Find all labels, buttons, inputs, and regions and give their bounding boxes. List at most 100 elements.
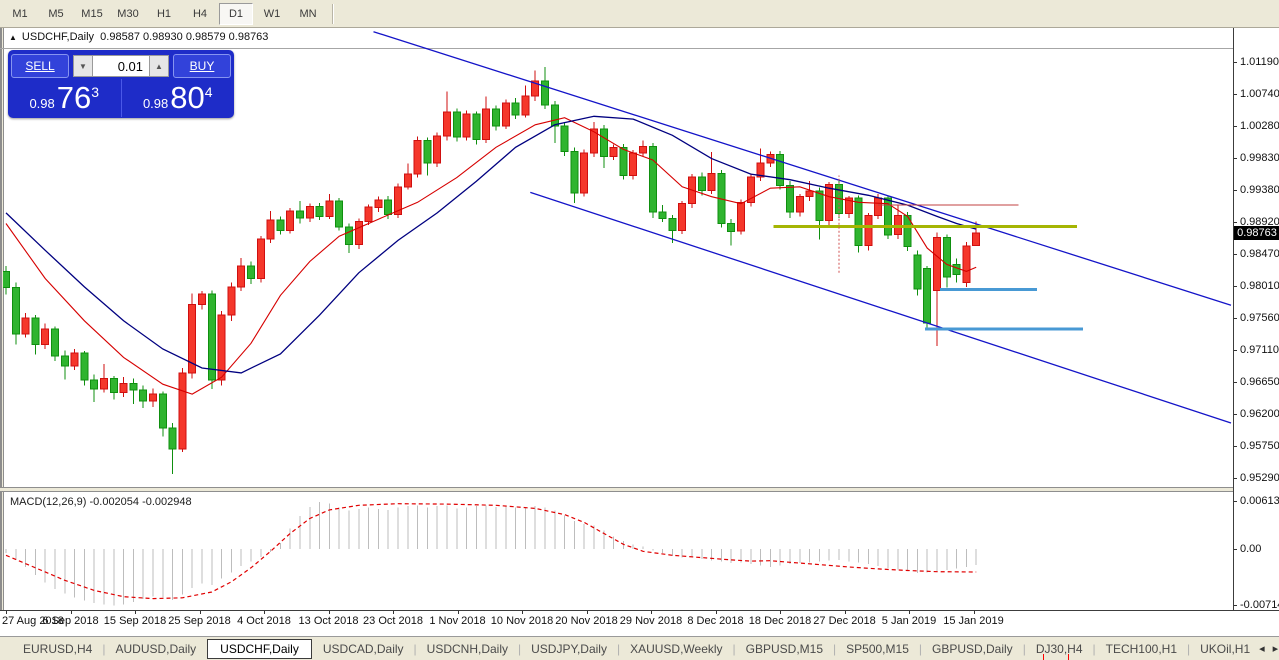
- chart-tab-sp500-m15[interactable]: SP500,M15: [846, 641, 909, 656]
- price-tick-label: 1.00740: [1240, 87, 1279, 100]
- sell-button[interactable]: SELL: [11, 54, 69, 78]
- chart-tab-eurusd-h4[interactable]: EURUSD,H4: [23, 641, 93, 656]
- one-click-trading-panel: SELL ▼ 0.01 ▲ BUY 0.98 76 3 0.98 80 4: [8, 50, 234, 118]
- price-tick-label: 0.98920: [1240, 216, 1279, 229]
- chart-tab-gbpusd-m15[interactable]: GBPUSD,M15: [745, 641, 824, 656]
- timeframe-button-m5[interactable]: M5: [48, 7, 64, 20]
- date-tick-mark: [651, 611, 652, 614]
- date-tick-mark: [844, 611, 846, 614]
- chart-tab-dj30-h4[interactable]: DJ30,H4: [1027, 640, 1092, 660]
- chart-tab-tech100-h1[interactable]: TECH100,H1: [1105, 641, 1177, 656]
- date-tick-mark: [715, 611, 717, 614]
- ask-price-big: 80: [170, 80, 205, 115]
- volume-input[interactable]: 0.01: [93, 55, 149, 77]
- chart-tab-audusd-daily[interactable]: AUDUSD,Daily: [115, 641, 197, 656]
- date-tick-mark: [457, 611, 459, 614]
- price-tick-mark: [1234, 286, 1237, 288]
- date-tick-label: 1 Nov 2018: [429, 615, 486, 627]
- chart-tab-usdchf-daily[interactable]: USDCHF,Daily: [207, 638, 312, 659]
- date-tick-mark: [70, 611, 72, 614]
- macd-tick-mark: [1234, 549, 1237, 550]
- timeframe-button-w1[interactable]: W1: [263, 7, 281, 20]
- macd-tick-label: -0.007142: [1240, 598, 1279, 611]
- price-tick-mark: [1234, 413, 1237, 415]
- timeframe-button-h1[interactable]: H1: [156, 7, 172, 20]
- chart-tab-ukoil-h1[interactable]: UKOil,H1: [1200, 641, 1251, 656]
- window-left-frame: [0, 28, 4, 636]
- macd-tick-mark: [1234, 501, 1237, 503]
- date-tick-mark: [780, 611, 781, 614]
- chart-top-border: [0, 48, 1233, 49]
- ask-price[interactable]: 0.98 80 4: [122, 79, 235, 117]
- date-tick-mark: [199, 611, 201, 614]
- tab-separator: |: [1022, 641, 1026, 656]
- tab-separator: |: [413, 641, 417, 656]
- date-tick-mark: [135, 611, 136, 614]
- tab-scroll-right-icon[interactable]: ▸: [1272, 643, 1279, 655]
- timeframe-buttons: M1 M5 M15 M30 H1 H4 D1 W1 MN: [2, 2, 326, 25]
- price-tick-label: 1.00280: [1240, 120, 1279, 133]
- price-tick-label: 1.01190: [1240, 56, 1279, 68]
- price-tick-mark: [1234, 189, 1237, 191]
- volume-decrease-button[interactable]: ▼: [73, 55, 93, 77]
- price-tick-mark: [1234, 62, 1237, 63]
- date-tick-label: 25 Sep 2018: [168, 615, 231, 627]
- price-tick-mark: [1234, 93, 1237, 95]
- date-tick-mark: [522, 611, 523, 614]
- macd-signal-value: -0.002948: [142, 496, 192, 508]
- tab-separator: |: [833, 641, 837, 656]
- date-tick-label: 20 Nov 2018: [555, 615, 618, 627]
- timeframe-button-m30[interactable]: M30: [117, 7, 139, 20]
- date-tick-label: 27 Dec 2018: [813, 615, 876, 627]
- timeframe-toolbar: M1 M5 M15 M30 H1 H4 D1 W1 MN: [0, 0, 1279, 28]
- volume-increase-button[interactable]: ▲: [149, 55, 169, 77]
- buy-button[interactable]: BUY: [173, 54, 231, 78]
- date-tick-label: 8 Dec 2018: [687, 615, 744, 627]
- timeframe-button-m1[interactable]: M1: [12, 7, 28, 20]
- tab-alert-marker: [1042, 653, 1069, 660]
- tab-scroll-arrows: ◂ ▸: [1259, 642, 1278, 655]
- date-tick-label: 29 Nov 2018: [619, 615, 683, 627]
- chart-tab-gbpusd-daily[interactable]: GBPUSD,Daily: [932, 641, 1013, 656]
- ohlc-open: 0.98587: [100, 31, 140, 43]
- date-tick-label: 10 Nov 2018: [490, 615, 554, 627]
- ask-price-pip: 4: [204, 84, 213, 100]
- price-tick-label: 0.97110: [1240, 343, 1279, 356]
- price-chart-canvas: [3, 31, 1232, 474]
- timeframe-button-d1[interactable]: D1: [219, 2, 253, 25]
- macd-name: MACD(12,26,9): [10, 496, 87, 508]
- date-tick-label: 13 Oct 2018: [298, 615, 359, 627]
- price-tick-label: 0.97560: [1240, 311, 1279, 324]
- current-price-tag: 0.98763: [1234, 226, 1279, 241]
- tab-separator: |: [918, 641, 922, 656]
- tab-separator: |: [732, 641, 736, 656]
- volume-stepper: ▼ 0.01 ▲: [73, 55, 169, 77]
- macd-tick-label: 0.00: [1240, 543, 1262, 555]
- symbol-triangle-icon: ▲: [9, 33, 17, 42]
- chart-tab-usdcnh-daily[interactable]: USDCNH,Daily: [426, 641, 509, 656]
- chart-tab-usdjpy-daily[interactable]: USDJPY,Daily: [531, 641, 607, 656]
- date-tick-mark: [586, 611, 588, 614]
- macd-indicator-label: MACD(12,26,9) -0.002054 -0.002948: [10, 496, 192, 508]
- price-axis[interactable]: 1.01190 1.00740 1.00280 0.99830 0.99380 0.989…: [1233, 28, 1279, 611]
- time-axis[interactable]: 27 Aug 2018 6 Sep 2018 15 Sep 2018 25 Sep 2…: [0, 610, 1279, 636]
- price-tick-mark: [1234, 253, 1237, 255]
- bid-price[interactable]: 0.98 76 3: [8, 79, 122, 117]
- timeframe-button-mn[interactable]: MN: [299, 7, 317, 20]
- indicator-splitter[interactable]: [0, 487, 1279, 492]
- price-tick-mark: [1234, 222, 1237, 224]
- macd-indicator-canvas: [5, 502, 977, 606]
- tab-scroll-left-icon[interactable]: ◂: [1259, 643, 1265, 655]
- chart-tab-xauusd-weekly[interactable]: XAUUSD,Weekly: [630, 641, 723, 656]
- date-tick-label: 15 Sep 2018: [103, 615, 167, 627]
- price-tick-label: 0.99830: [1240, 151, 1279, 164]
- ohlc-close: 0.98763: [228, 31, 269, 43]
- price-tick-mark: [1234, 477, 1237, 479]
- chart-tab-usdcad-daily[interactable]: USDCAD,Daily: [322, 641, 404, 656]
- price-tick-label: 0.96200: [1240, 407, 1279, 420]
- price-tick-mark: [1234, 157, 1237, 159]
- date-tick-mark: [909, 611, 910, 614]
- timeframe-button-m15[interactable]: M15: [81, 7, 103, 20]
- date-tick-mark: [973, 611, 975, 614]
- timeframe-button-h4[interactable]: H4: [192, 7, 208, 20]
